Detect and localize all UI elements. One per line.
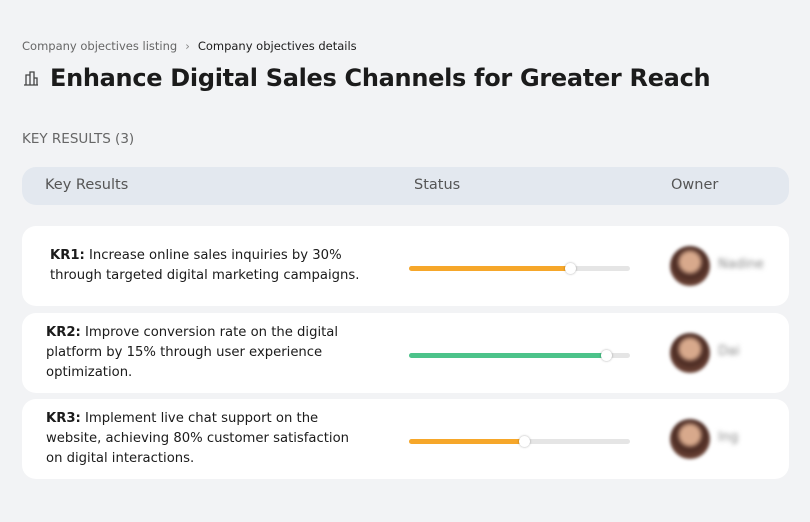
header-cell: Status [414,177,461,193]
owner-avatar [670,246,710,286]
owner-name: Nadine [718,257,764,272]
key-result-text: KR2: Improve conversion rate on the digi… [46,323,366,383]
progress-knob [518,436,530,447]
title-text: Enhance Digital Sales Channels for Great… [50,64,711,92]
progress-fill [409,353,606,358]
key-result-row: KR1: Increase online sales inquiries by … [22,226,789,306]
owner-avatar [670,333,710,373]
owner-name: Ing [718,430,739,445]
breadcrumb: Company objectives listing › Company objec… [22,39,357,53]
progress-fill [409,439,524,444]
progress-track [409,263,630,274]
key-result-description: Improve conversion rate on the digital p… [46,325,339,380]
building-icon [24,71,38,86]
header-cell: Owner [671,177,719,193]
page-title: Enhance Digital Sales Channels for Great… [22,64,711,92]
key-result-description: Implement live chat support on the websi… [46,411,350,466]
key-result-row: KR3: Implement live chat support on the … [22,399,789,479]
key-result-text: KR1: Increase online sales inquiries by … [50,246,370,286]
header-cell: Key Results [45,177,129,193]
key-result-row: KR2: Improve conversion rate on the digi… [22,313,789,393]
key-result-text: KR3: Implement live chat support on the … [46,409,366,469]
table-header: Key Results Status Owner [22,167,789,205]
progress-track [409,436,630,447]
key-result-label: KR2: [46,325,81,340]
key-result-description: Increase online sales inquiries by 30% t… [50,248,360,283]
progress-knob [565,263,577,274]
key-result-label: KR1: [50,248,85,263]
breadcrumb-separator: › [185,39,190,53]
key-result-label: KR3: [46,411,81,426]
breadcrumb-link[interactable]: Company objectives listing [22,39,178,53]
breadcrumb-current: Company objectives details [197,39,357,53]
owner-name: Dai [718,344,740,359]
progress-track [409,350,630,361]
owner-avatar [670,419,710,459]
progress-knob [600,350,612,361]
progress-fill [409,266,571,271]
section-label: KEY RESULTS (3) [22,131,135,147]
